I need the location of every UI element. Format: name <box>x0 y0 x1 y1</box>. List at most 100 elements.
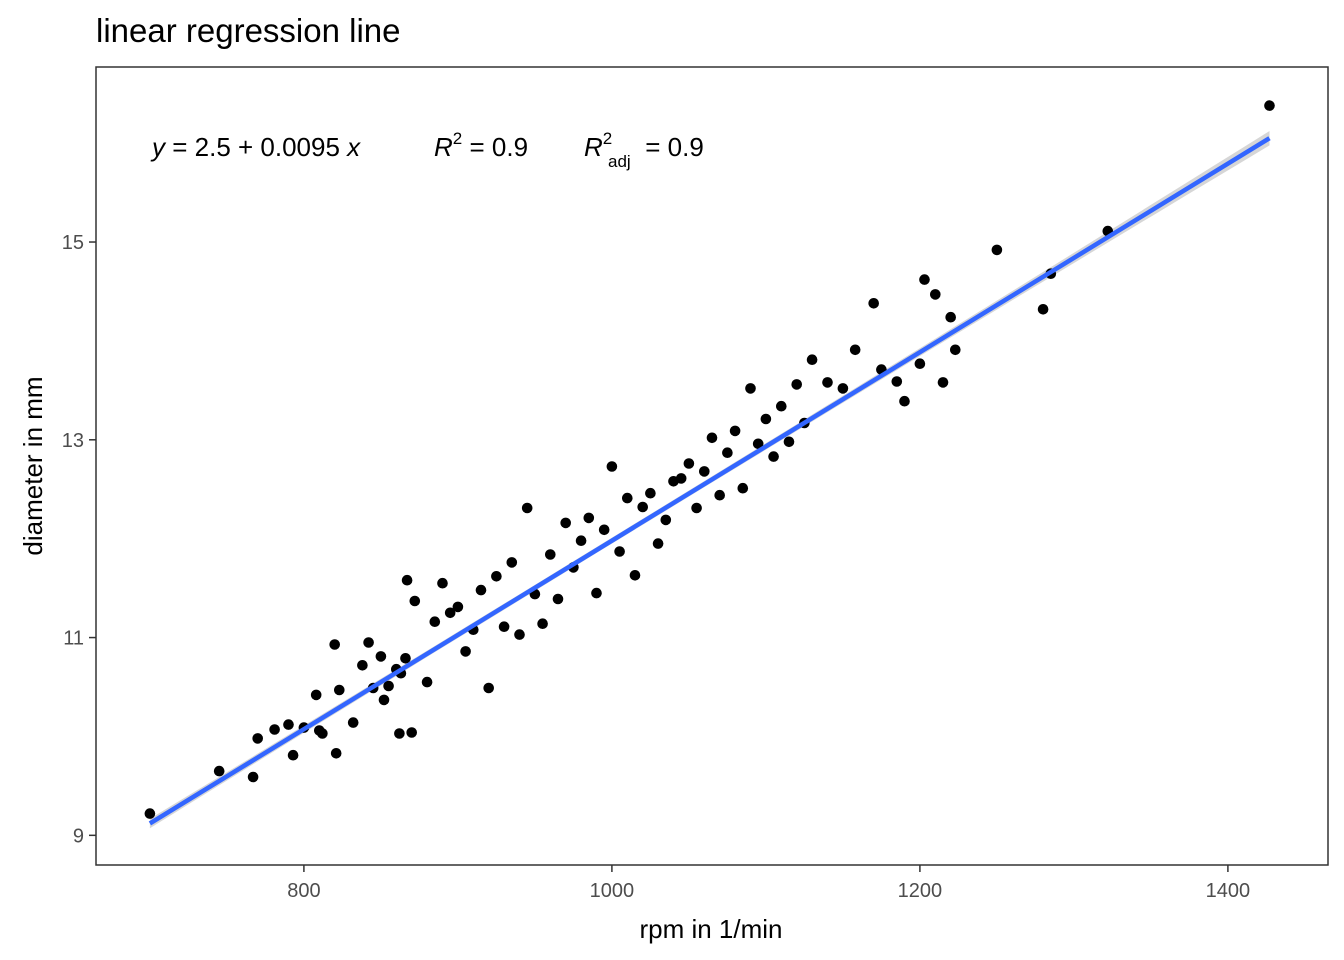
scatter-point <box>401 574 413 586</box>
scatter-point <box>660 514 672 526</box>
scatter-point <box>706 432 718 444</box>
r2adj-value: = 0.9 <box>638 132 704 162</box>
regression-line <box>148 136 1271 826</box>
scatter-point <box>213 765 225 777</box>
scatter-point <box>375 651 387 662</box>
scatter-point <box>444 607 456 619</box>
scatter-point <box>822 377 833 388</box>
scatter-point <box>729 425 741 437</box>
scatter-point <box>521 502 533 514</box>
scatter-point <box>429 616 441 627</box>
scatter-point <box>575 535 587 546</box>
x-tick-label: 1400 <box>1206 880 1251 902</box>
scatter-point <box>752 438 764 450</box>
scatter-point <box>930 289 941 300</box>
scatter-point <box>745 383 756 394</box>
scatter-point <box>714 489 725 501</box>
scatter-point <box>421 676 433 688</box>
scatter-point <box>409 595 421 607</box>
scatter-point <box>760 413 772 425</box>
scatter-point <box>699 466 710 477</box>
scatter-point <box>452 601 464 613</box>
scatter-point <box>406 727 418 738</box>
scatter-point <box>1264 100 1275 111</box>
r2-value: = 0.9 <box>462 132 528 162</box>
scatter-point <box>837 383 849 394</box>
scatter-point <box>783 436 795 448</box>
y-axis: 9 11 13 15 <box>62 232 96 847</box>
scatter-point <box>347 717 359 728</box>
scatter-point <box>637 501 648 513</box>
scatter-point <box>330 748 342 759</box>
scatter-point <box>475 584 487 596</box>
scatter-point <box>247 771 259 783</box>
chart-title: linear regression line <box>96 12 401 49</box>
scatter-point <box>310 689 322 701</box>
x-axis-title: rpm in 1/min <box>639 914 782 944</box>
r2adj-sub: adj <box>608 152 631 171</box>
scatter-point <box>317 728 328 739</box>
x-tick-label: 1000 <box>590 880 635 902</box>
scatter-point <box>363 637 374 648</box>
scatter-point <box>394 728 405 739</box>
scatter-point <box>937 377 949 388</box>
scatter-point <box>583 512 595 524</box>
regression-line-layer <box>148 136 1271 826</box>
scatter-point <box>560 517 571 529</box>
scatter-point <box>950 344 961 356</box>
y-tick-label: 15 <box>62 232 84 254</box>
x-tick-label: 1200 <box>898 880 943 902</box>
y-axis-title: diameter in mm <box>18 376 48 555</box>
scatter-point <box>691 502 702 514</box>
scatter-point <box>287 749 299 761</box>
scatter-point <box>737 482 749 494</box>
scatter-point <box>545 549 556 560</box>
r2adj-sup: 2 <box>603 129 612 148</box>
scatter-point <box>283 719 294 730</box>
scatter-point <box>914 358 926 370</box>
scatter-point <box>645 487 656 499</box>
scatter-point <box>383 680 394 692</box>
scatter-point <box>506 557 518 568</box>
scatter-point <box>591 587 602 599</box>
scatter-point <box>683 458 695 469</box>
y-tick-label: 9 <box>73 825 84 847</box>
plot-panel-border <box>95 66 1329 866</box>
scatter-point <box>991 244 1003 256</box>
scatter-point <box>1037 304 1049 315</box>
scatter-point <box>629 570 641 581</box>
eq-y-var: y <box>150 132 167 162</box>
scatter-point <box>269 724 280 735</box>
y-tick-label: 13 <box>62 430 84 452</box>
scatter-point <box>334 684 345 696</box>
scatter-point <box>622 492 633 504</box>
r2-symbol: R <box>434 132 453 162</box>
scatter-point <box>791 379 802 390</box>
scatter-point <box>899 395 910 407</box>
scatter-point <box>378 694 390 706</box>
eq-body: = 2.5 + 0.0095 <box>165 132 347 162</box>
scatter-point <box>491 571 502 582</box>
scatter-point <box>514 629 525 640</box>
regression-equation: y = 2.5 + 0.0095 x R2 = 0.9 R2 adj = 0.9 <box>150 129 704 171</box>
scatter-point <box>498 621 510 632</box>
scatter-point <box>329 639 341 650</box>
scatter-point <box>675 473 687 484</box>
scatter-point <box>806 354 818 366</box>
scatter-point <box>460 646 471 657</box>
scatter-point <box>722 447 733 459</box>
scatter-point <box>919 274 930 285</box>
scatter-point <box>891 376 903 387</box>
scatter-point <box>868 298 879 309</box>
scatter-point <box>252 733 263 744</box>
scatter-point <box>652 538 664 549</box>
scatter-point <box>768 451 779 462</box>
scatter-point <box>606 461 618 472</box>
scatter-point <box>598 524 610 536</box>
r2adj-symbol: R <box>584 132 603 162</box>
scatter-point <box>614 546 625 557</box>
eq-x-var: x <box>345 132 361 162</box>
scatter-point <box>552 593 564 605</box>
scatter-point <box>849 344 861 356</box>
y-tick-label: 11 <box>63 628 84 650</box>
